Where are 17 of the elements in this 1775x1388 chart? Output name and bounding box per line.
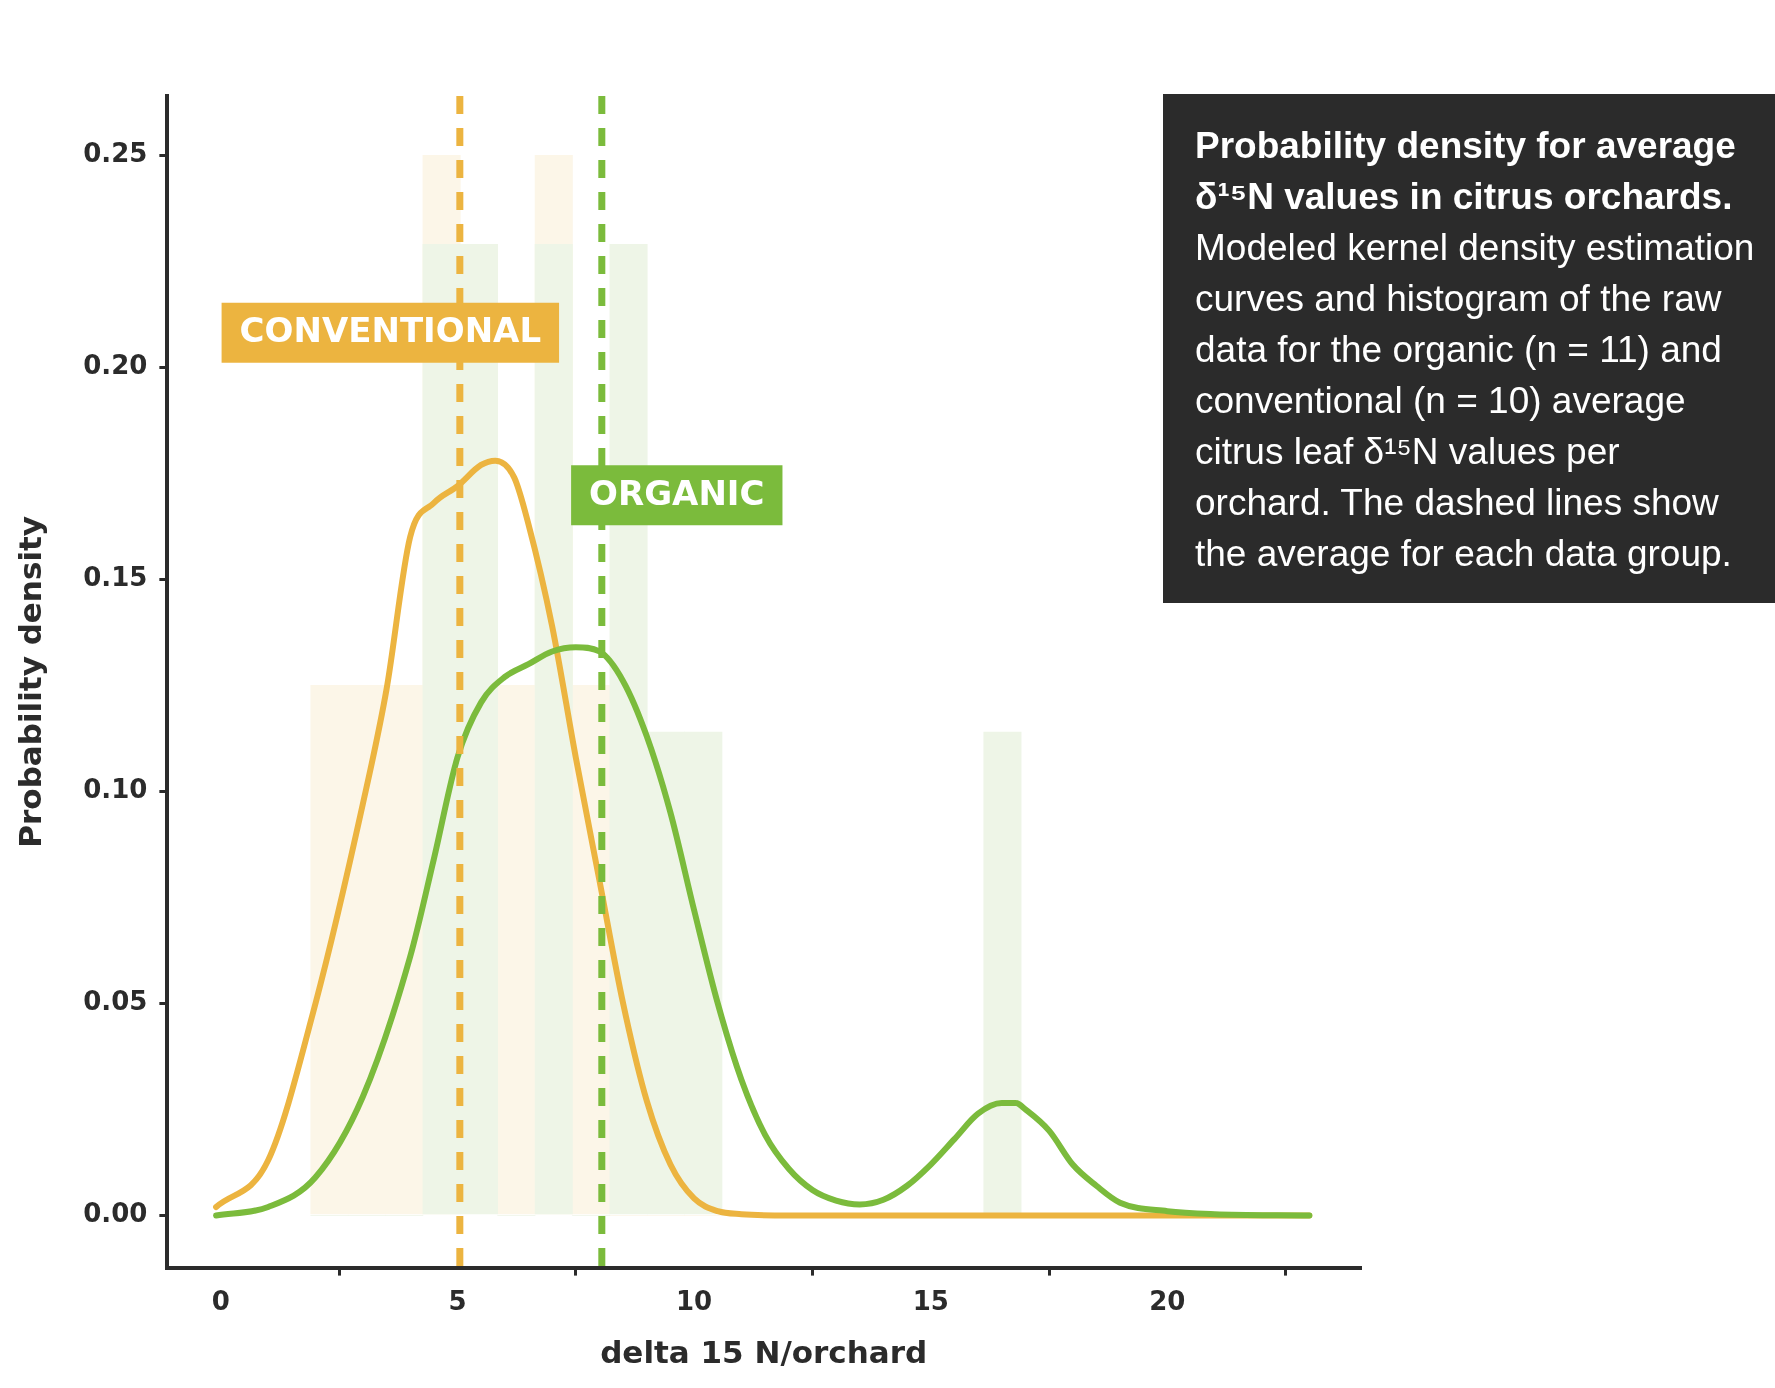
x-axis-title: delta 15 N/orchard — [600, 1334, 928, 1371]
y-axis-title: Probability density — [11, 515, 48, 848]
text: CONVENTIONAL — [239, 310, 542, 351]
y-tick-label: 0.05 — [83, 986, 148, 1017]
y-tick-label: 0.25 — [83, 138, 148, 169]
x-tick-label: 10 — [676, 1285, 713, 1316]
y-tick-label: 0.20 — [83, 350, 148, 381]
x-tick-label: 0 — [211, 1285, 230, 1316]
x-tick-label: 5 — [448, 1285, 467, 1316]
text: ORGANIC — [589, 473, 765, 514]
text: Probability density for average δ¹⁵N values in citrus orchards. — [1195, 125, 1736, 217]
x-tick-label: 20 — [1149, 1285, 1186, 1316]
x-tick-label: 15 — [912, 1285, 949, 1316]
y-tick-label: 0.10 — [83, 774, 148, 805]
annotation: Modeled kernel density estimation curves and histogram of the raw data for the organic (n = 11) and conventional (n = 10) average citrus leaf δ¹⁵N values per orchard. The dashed lines show the average for each data group. — [1195, 227, 1755, 574]
y-tick-label: 0.00 — [83, 1198, 148, 1229]
y-tick-label: 0.15 — [83, 562, 148, 593]
